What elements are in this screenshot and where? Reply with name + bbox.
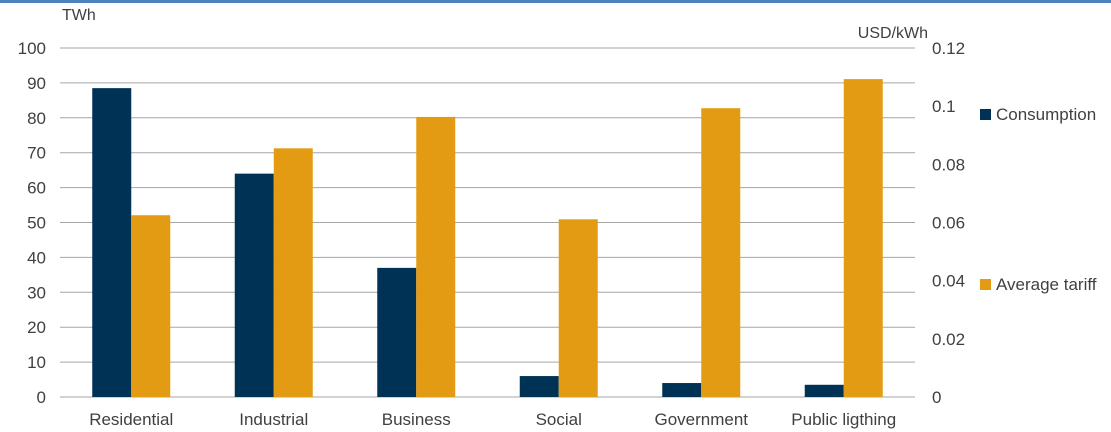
left-tick-label: 30 — [27, 283, 46, 302]
legend-swatch-consumption — [980, 109, 991, 120]
right-tick-label: 0 — [932, 388, 941, 407]
bar-average-tariff — [558, 219, 598, 397]
right-tick-label: 0.04 — [932, 272, 965, 291]
left-tick-label: 80 — [27, 109, 46, 128]
right-axis-ticks: 0 0.02 0.04 0.06 0.08 0.1 0.12 — [932, 39, 965, 407]
legend: Consumption Average tariff — [980, 105, 1097, 294]
category-label: Business — [382, 410, 451, 429]
bar-average-tariff — [843, 79, 883, 397]
left-tick-label: 100 — [18, 39, 46, 58]
left-tick-label: 0 — [37, 388, 46, 407]
left-tick-label: 10 — [27, 353, 46, 372]
left-axis-ticks: 0 10 20 30 40 50 60 70 80 90 100 — [18, 39, 46, 407]
bars — [92, 79, 883, 398]
category-label: Social — [536, 410, 582, 429]
bar-consumption — [377, 267, 417, 397]
left-axis-unit: TWh — [62, 7, 96, 24]
legend-swatch-average-tariff — [980, 279, 991, 290]
bar-consumption — [234, 173, 274, 397]
left-tick-label: 20 — [27, 318, 46, 337]
gridlines — [60, 47, 915, 398]
bar-consumption — [519, 376, 559, 397]
bar-consumption — [92, 88, 132, 397]
left-tick-label: 70 — [27, 144, 46, 163]
right-tick-label: 0.06 — [932, 214, 965, 233]
right-axis-unit: USD/kWh — [858, 25, 928, 42]
category-label: Industrial — [239, 410, 308, 429]
left-tick-label: 40 — [27, 248, 46, 267]
right-tick-label: 0.02 — [932, 330, 965, 349]
right-tick-label: 0.08 — [932, 155, 965, 174]
bar-average-tariff — [416, 116, 456, 398]
left-tick-label: 90 — [27, 74, 46, 93]
right-tick-label: 0.12 — [932, 39, 965, 58]
category-label: Residential — [89, 410, 173, 429]
bar-average-tariff — [701, 108, 741, 397]
category-label: Public ligthing — [791, 410, 896, 429]
bar-consumption — [662, 383, 702, 397]
legend-label-average-tariff: Average tariff — [996, 275, 1097, 294]
category-label: Government — [654, 410, 748, 429]
bar-average-tariff — [273, 148, 313, 397]
left-tick-label: 50 — [27, 214, 46, 233]
right-tick-label: 0.1 — [932, 97, 956, 116]
left-tick-label: 60 — [27, 179, 46, 198]
category-labels: Residential Industrial Business Social Gover… — [89, 410, 896, 429]
legend-label-consumption: Consumption — [996, 105, 1096, 124]
top-accent-bar — [0, 0, 1111, 3]
bar-consumption — [804, 384, 844, 397]
bar-average-tariff — [131, 215, 171, 397]
